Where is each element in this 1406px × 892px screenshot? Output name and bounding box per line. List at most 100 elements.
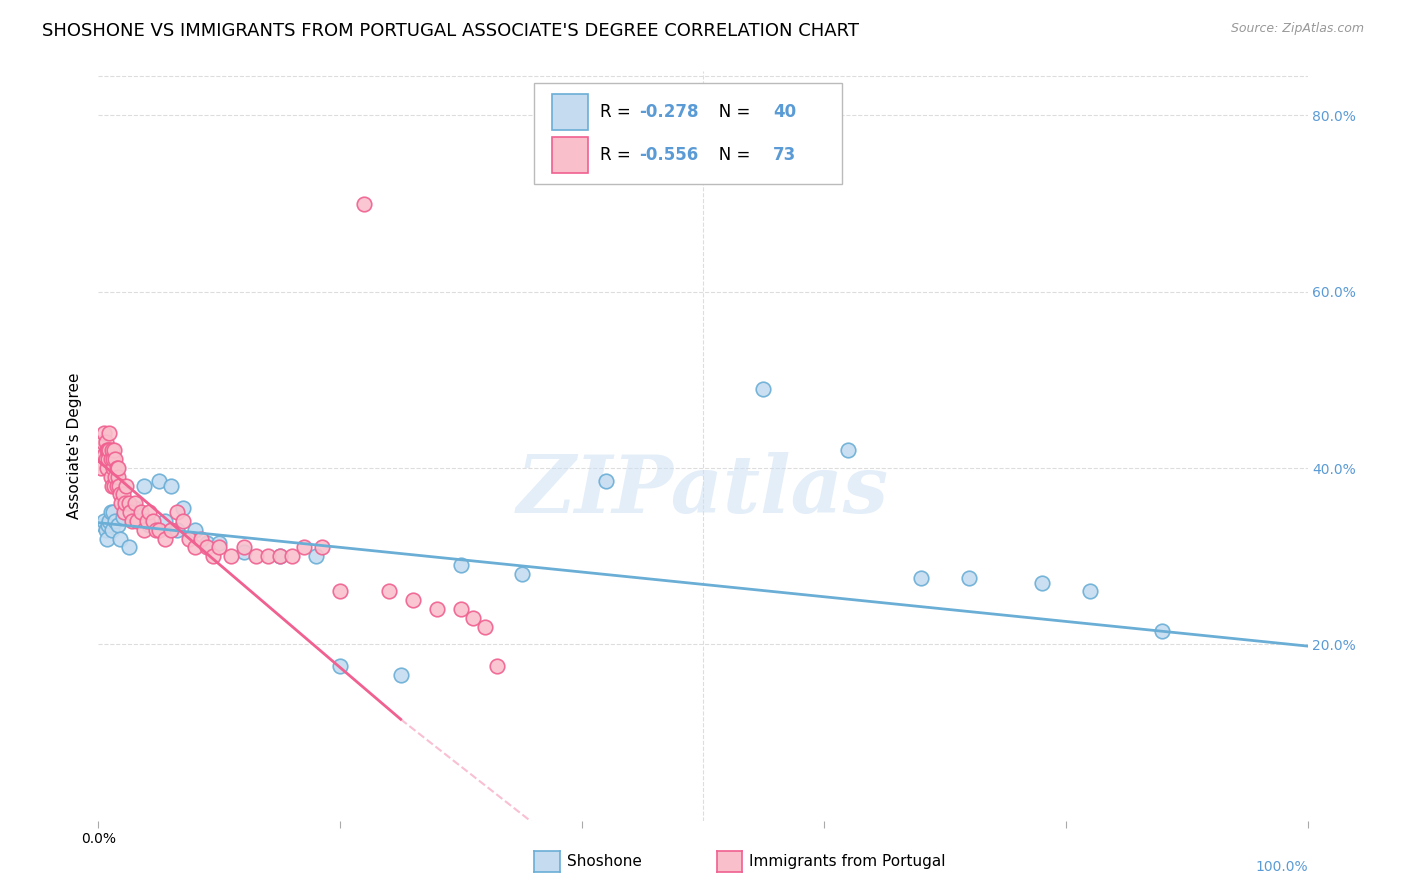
Point xyxy=(305,549,328,564)
Point xyxy=(153,532,176,546)
Point xyxy=(108,478,131,492)
Point xyxy=(138,518,160,533)
Point xyxy=(98,425,121,440)
Text: Source: ZipAtlas.com: Source: ZipAtlas.com xyxy=(1230,22,1364,36)
Point xyxy=(1031,575,1053,590)
Point xyxy=(100,505,122,519)
Point xyxy=(127,514,149,528)
Text: 100.0%: 100.0% xyxy=(1256,860,1308,874)
Point xyxy=(103,478,125,492)
Point xyxy=(450,558,472,572)
Point xyxy=(281,549,304,564)
Point xyxy=(221,549,243,564)
Point xyxy=(269,549,291,564)
Point xyxy=(90,461,112,475)
Point xyxy=(114,496,136,510)
Point xyxy=(179,532,201,546)
Point xyxy=(93,425,115,440)
Point xyxy=(124,496,146,510)
Point xyxy=(105,461,128,475)
FancyBboxPatch shape xyxy=(551,136,588,173)
Point xyxy=(108,487,131,501)
Point xyxy=(103,443,125,458)
Point xyxy=(329,659,352,673)
Point xyxy=(105,478,128,492)
Point xyxy=(426,602,449,616)
Point xyxy=(166,523,188,537)
Point xyxy=(100,470,122,484)
Point xyxy=(166,505,188,519)
Point xyxy=(245,549,267,564)
Point xyxy=(329,584,352,599)
Point xyxy=(129,505,152,519)
Text: R =: R = xyxy=(600,103,637,120)
Point xyxy=(837,443,859,458)
Point xyxy=(97,443,120,458)
Point xyxy=(138,505,160,519)
Point xyxy=(510,566,533,581)
Text: -0.556: -0.556 xyxy=(638,145,699,164)
Text: Immigrants from Portugal: Immigrants from Portugal xyxy=(749,855,946,869)
Point xyxy=(153,514,176,528)
Point xyxy=(184,541,207,555)
Point xyxy=(107,470,129,484)
Point xyxy=(195,536,218,550)
Point xyxy=(124,500,146,515)
Point xyxy=(101,505,124,519)
Text: Shoshone: Shoshone xyxy=(567,855,641,869)
Point xyxy=(91,518,114,533)
Point xyxy=(98,514,121,528)
Point xyxy=(232,545,254,559)
Point xyxy=(353,196,375,211)
Point xyxy=(118,496,141,510)
Point xyxy=(486,659,509,673)
Point xyxy=(94,452,117,467)
Point xyxy=(112,505,135,519)
Point xyxy=(311,541,333,555)
Point xyxy=(208,541,231,555)
Point xyxy=(100,523,122,537)
Point xyxy=(450,602,472,616)
Point xyxy=(94,434,117,449)
Point xyxy=(115,478,138,492)
Text: N =: N = xyxy=(703,145,755,164)
Point xyxy=(110,496,132,510)
Point xyxy=(292,541,315,555)
Point xyxy=(135,514,157,528)
Point xyxy=(208,536,231,550)
Point xyxy=(172,514,194,528)
Point xyxy=(96,532,118,546)
Point xyxy=(91,443,114,458)
Point xyxy=(108,532,131,546)
Text: R =: R = xyxy=(600,145,637,164)
Point xyxy=(93,448,115,462)
Point xyxy=(97,452,120,467)
Text: 73: 73 xyxy=(773,145,796,164)
Point xyxy=(98,443,121,458)
Point xyxy=(148,475,170,489)
Text: SHOSHONE VS IMMIGRANTS FROM PORTUGAL ASSOCIATE'S DEGREE CORRELATION CHART: SHOSHONE VS IMMIGRANTS FROM PORTUGAL ASS… xyxy=(42,22,859,40)
Text: N =: N = xyxy=(703,103,755,120)
Point xyxy=(389,668,412,682)
Point xyxy=(256,549,278,564)
Point xyxy=(160,478,183,492)
Point xyxy=(100,478,122,492)
Point xyxy=(111,487,134,501)
Point xyxy=(190,532,212,546)
Point xyxy=(91,434,114,449)
Point xyxy=(202,549,225,564)
Point xyxy=(100,443,122,458)
Point xyxy=(148,523,170,537)
Point xyxy=(160,523,183,537)
Point xyxy=(97,518,120,533)
Point xyxy=(172,500,194,515)
Point xyxy=(101,452,124,467)
Point xyxy=(104,470,127,484)
Point xyxy=(118,541,141,555)
Point xyxy=(232,541,254,555)
Point xyxy=(121,514,143,528)
Point xyxy=(474,620,496,634)
Point xyxy=(595,475,617,489)
Text: ZIPatlas: ZIPatlas xyxy=(517,452,889,530)
Point xyxy=(104,452,127,467)
